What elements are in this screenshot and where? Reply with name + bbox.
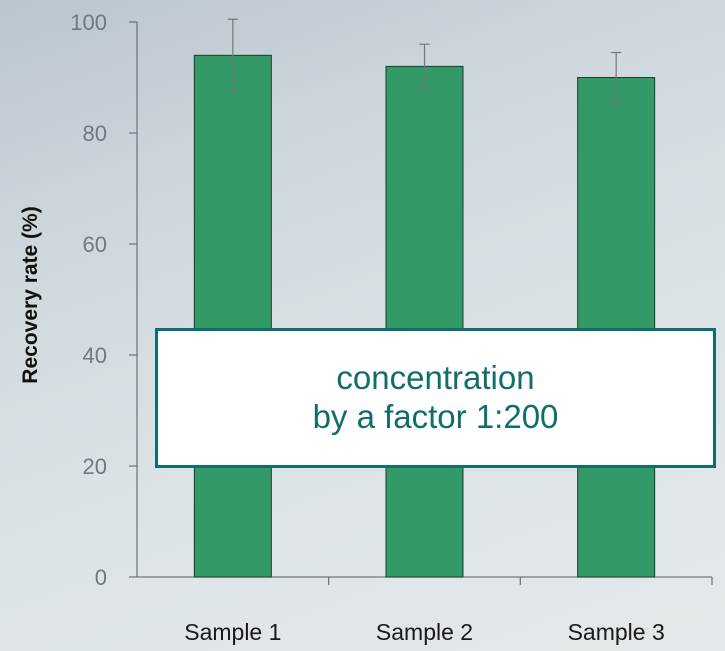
- y-tick-label: 100: [70, 10, 107, 35]
- y-axis-label: Recovery rate (%): [19, 206, 42, 383]
- annotation-line-2: by a factor 1:200: [312, 398, 559, 435]
- y-tick-label: 60: [83, 232, 107, 257]
- y-tick-label: 80: [83, 121, 107, 146]
- y-tick-label: 0: [95, 565, 107, 590]
- chart-error-bars: [227, 18, 622, 104]
- annotation-line-1: concentration: [336, 359, 535, 397]
- y-tick-label: 20: [83, 454, 107, 479]
- bar: [193, 54, 272, 578]
- x-category-label: Sample 3: [568, 619, 665, 645]
- bar: [577, 77, 656, 578]
- y-tick-label: 40: [83, 343, 107, 368]
- x-category-label: Sample 1: [184, 619, 281, 645]
- x-category-label: Sample 2: [376, 619, 473, 645]
- bar: [385, 65, 464, 578]
- chart-tick-labels: 0 20 40 60 80 100 Sample 1 Sample 2 Sample 3: [70, 10, 664, 645]
- annotation-callout: concentration by a factor 1:200: [155, 328, 716, 468]
- chart-bars: [193, 54, 656, 578]
